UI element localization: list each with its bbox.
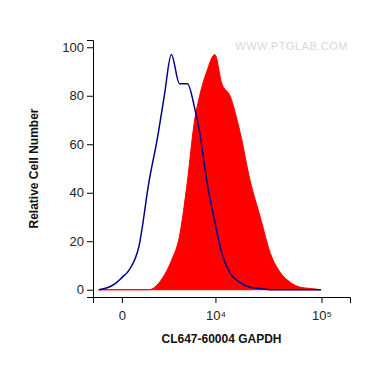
x-tick-label: 10⁴: [206, 308, 226, 323]
x-tick-mark: [215, 297, 216, 303]
histogram-line: [99, 55, 321, 290]
y-tick-label: 20: [70, 234, 84, 249]
y-tick-label: 100: [62, 40, 84, 55]
y-tick: 100: [62, 40, 93, 55]
x-axis-line: [94, 298, 351, 304]
y-tick-mark: [87, 47, 93, 48]
y-tick: 40: [70, 185, 93, 200]
y-tick: 80: [70, 88, 93, 103]
y-tick-mark: [87, 290, 93, 291]
x-tick-mark: [321, 297, 322, 303]
x-tick-label: 10⁵: [312, 308, 332, 323]
y-tick-label: 0: [77, 282, 84, 297]
x-tick: 10⁵: [312, 297, 332, 323]
x-tick-label: 0: [119, 308, 126, 323]
x-axis-title: CL647-60004 GAPDH: [161, 332, 281, 346]
y-tick-mark: [87, 241, 93, 242]
chart: WWW.PTGLAB.COM 0 10⁴ 10⁵ 0 20 40 60 80 100 CL647-6…: [0, 0, 370, 365]
y-axis: 0 20 40 60 80 100: [62, 40, 93, 298]
y-tick-label: 40: [70, 185, 84, 200]
y-tick: 60: [70, 137, 93, 152]
y-tick: 0: [77, 282, 93, 297]
x-tick: 0: [119, 297, 126, 323]
x-tick-mark: [122, 297, 123, 303]
x-tick: 10⁴: [206, 297, 226, 323]
y-tick-label: 80: [70, 88, 84, 103]
y-tick: 20: [70, 234, 93, 249]
watermark: WWW.PTGLAB.COM: [235, 40, 348, 52]
histogram-area: [99, 55, 321, 290]
y-axis-title: Relative Cell Number: [27, 108, 41, 228]
y-tick-mark: [87, 144, 93, 145]
x-axis: 0 10⁴ 10⁵: [94, 297, 351, 323]
y-tick-label: 60: [70, 137, 84, 152]
plot-area: [99, 55, 321, 290]
y-tick-mark: [87, 96, 93, 97]
y-axis-line: [87, 41, 94, 298]
y-tick-mark: [87, 193, 93, 194]
